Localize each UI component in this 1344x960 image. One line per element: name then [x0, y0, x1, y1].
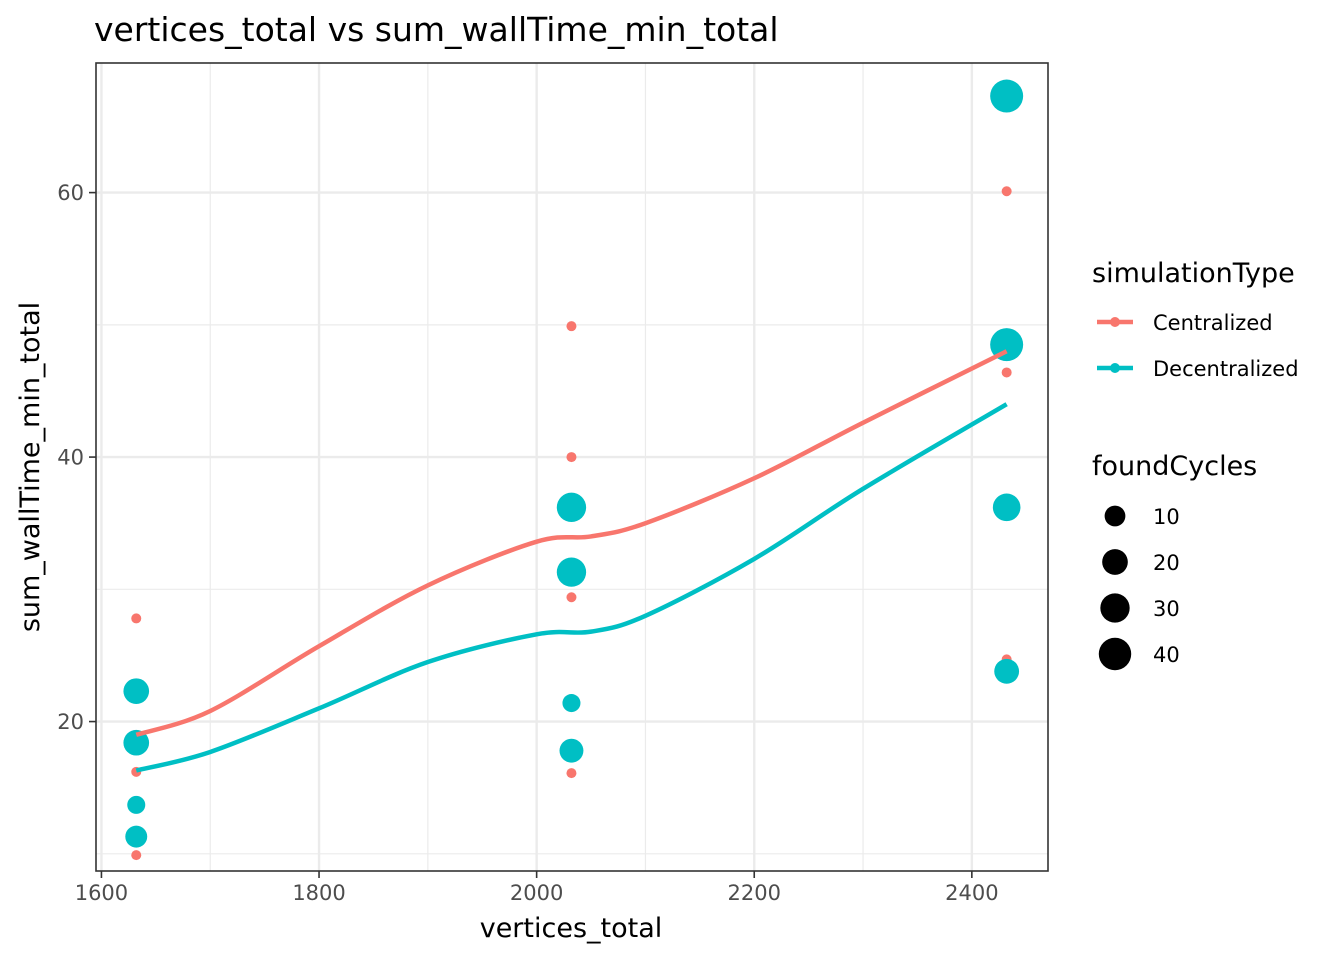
x-tick-label: 2000 — [510, 881, 563, 905]
data-point — [123, 678, 150, 704]
data-point — [559, 738, 584, 763]
plot-panel — [95, 62, 1049, 872]
data-point — [131, 613, 142, 624]
x-tick-label: 2400 — [945, 881, 998, 905]
data-point — [131, 850, 142, 861]
data-point — [125, 825, 148, 848]
legend-size-label: 40 — [1153, 643, 1180, 667]
legend: simulationType foundCycles Centralized De… — [1092, 258, 1299, 671]
data-point — [556, 492, 587, 523]
legend-color-title: simulationType — [1092, 258, 1295, 289]
x-axis-title: vertices_total — [480, 913, 663, 944]
legend-size-key — [1098, 637, 1132, 671]
x-tick-label: 1600 — [75, 881, 128, 905]
legend-size-key — [1100, 593, 1130, 623]
series-decentralized-points — [123, 79, 1024, 848]
data-point — [990, 79, 1024, 113]
data-point — [556, 557, 587, 587]
legend-size-key — [1104, 505, 1126, 527]
plot-border — [95, 62, 1049, 872]
legend-size-label: 20 — [1153, 551, 1180, 575]
x-tick-label: 1800 — [292, 881, 345, 905]
legend-size-label: 10 — [1153, 505, 1180, 529]
series-centralized-points — [131, 186, 1012, 861]
legend-label-centralized: Centralized — [1153, 311, 1273, 335]
data-point — [566, 452, 577, 463]
x-tick-label: 2200 — [728, 881, 781, 905]
data-point — [562, 694, 581, 713]
smooth-line-decentralized — [135, 402, 1008, 773]
y-tick-label: 20 — [57, 710, 84, 734]
legend-size-title: foundCycles — [1092, 451, 1257, 482]
data-point — [994, 658, 1020, 684]
data-point — [1001, 186, 1012, 197]
y-tick-label: 60 — [57, 181, 84, 205]
y-tick-label: 40 — [57, 446, 84, 470]
data-point — [123, 729, 150, 756]
data-point — [566, 768, 577, 779]
data-point — [566, 321, 577, 332]
data-point — [992, 493, 1021, 522]
legend-size-key — [1102, 549, 1128, 575]
y-axis-title: sum_wallTime_min_total — [15, 302, 46, 632]
legend-key-point — [1110, 363, 1120, 373]
legend-key-point — [1110, 317, 1120, 327]
legend-size-label: 30 — [1153, 597, 1180, 621]
data-point — [566, 592, 577, 603]
smooth-line-centralized — [135, 349, 1008, 737]
chart-title: vertices_total vs sum_wallTime_min_total — [94, 10, 779, 49]
legend-label-decentralized: Decentralized — [1153, 357, 1299, 381]
data-point — [1001, 367, 1012, 378]
data-point — [127, 795, 146, 814]
